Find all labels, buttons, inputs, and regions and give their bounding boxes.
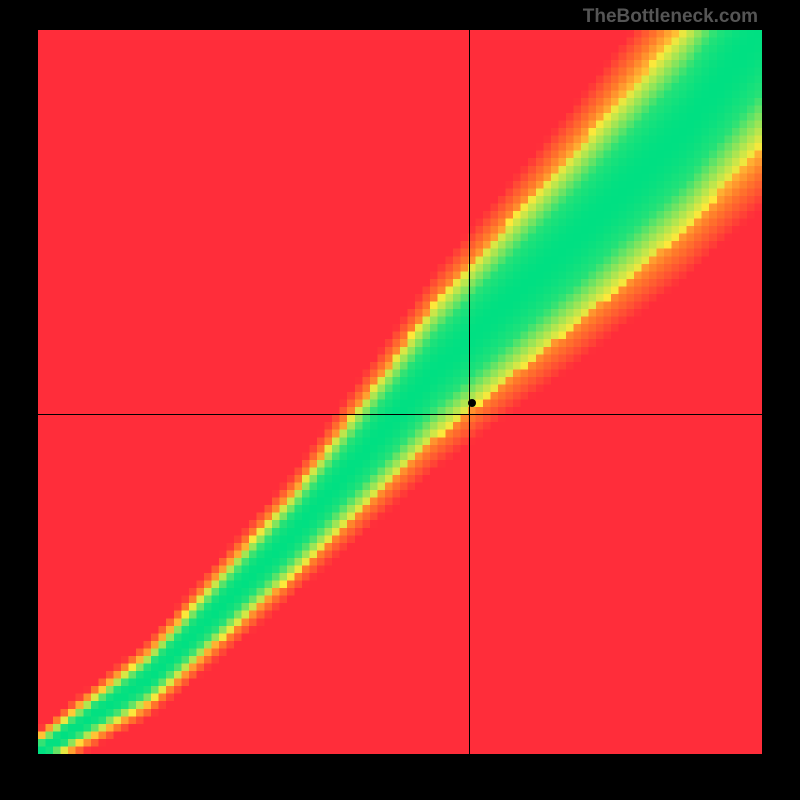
data-point-marker: [468, 399, 476, 407]
crosshair-vertical: [469, 30, 470, 754]
heatmap-canvas: [38, 30, 762, 754]
watermark-text: TheBottleneck.com: [583, 6, 758, 28]
crosshair-horizontal: [38, 414, 762, 415]
heatmap-plot: [38, 30, 762, 754]
